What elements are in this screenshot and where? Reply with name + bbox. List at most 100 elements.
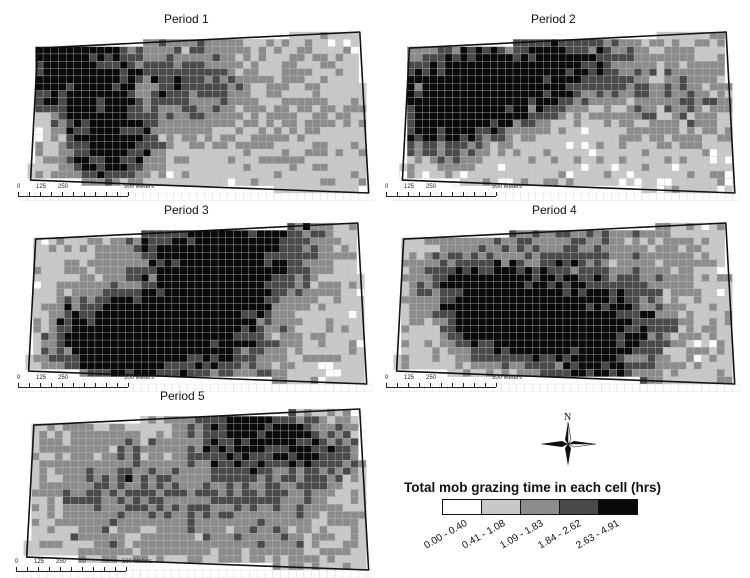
grid-cell bbox=[127, 75, 136, 84]
grid-cell bbox=[50, 75, 59, 84]
grid-cell bbox=[570, 332, 579, 341]
grid-cell bbox=[317, 281, 326, 290]
grid-cell bbox=[87, 354, 96, 363]
grid-cell bbox=[588, 90, 597, 99]
grid-cell bbox=[217, 252, 226, 260]
grid-cell bbox=[257, 430, 266, 439]
grid-cell bbox=[194, 511, 203, 519]
grid-cell bbox=[64, 296, 73, 304]
grid-cell bbox=[173, 134, 182, 142]
grid-cell bbox=[550, 46, 559, 55]
grid-cell bbox=[73, 126, 82, 135]
grid-cell bbox=[578, 230, 587, 238]
grid-cell bbox=[539, 281, 548, 290]
grid-cell bbox=[50, 148, 59, 157]
grid-cell bbox=[459, 75, 468, 84]
grid-cell bbox=[709, 266, 718, 275]
grid-cell bbox=[87, 310, 96, 319]
grid-cell bbox=[416, 281, 425, 290]
grid-cell bbox=[327, 525, 336, 534]
grid-cell bbox=[678, 361, 687, 370]
field-boundary bbox=[25, 408, 370, 571]
grid-cell bbox=[64, 317, 73, 326]
grid-cell bbox=[678, 259, 687, 268]
grid-cell bbox=[647, 259, 656, 268]
grid-cell bbox=[296, 555, 305, 563]
grid-cell bbox=[550, 75, 559, 84]
grid-cell bbox=[258, 39, 267, 47]
grid-cell bbox=[40, 281, 49, 290]
grid-cell bbox=[350, 163, 359, 172]
grid-cell bbox=[62, 547, 71, 556]
grid-cell bbox=[33, 361, 42, 370]
grid-cell bbox=[164, 259, 173, 268]
grid-cell bbox=[694, 134, 703, 142]
grid-cell bbox=[485, 237, 494, 246]
grid-cell bbox=[508, 274, 517, 282]
grid-cell bbox=[79, 361, 88, 370]
grid-cell bbox=[334, 423, 344, 432]
grid-cell bbox=[478, 332, 487, 341]
grid-cell bbox=[686, 112, 695, 120]
grid-cell bbox=[478, 361, 487, 370]
grid-cell bbox=[550, 134, 559, 142]
grid-cell bbox=[532, 354, 541, 363]
grid-cell bbox=[539, 237, 548, 246]
grid-cell bbox=[616, 266, 625, 275]
grid-cell bbox=[125, 347, 134, 355]
grid-cell bbox=[462, 310, 471, 319]
grid-cell bbox=[33, 354, 42, 363]
grid-cell bbox=[593, 361, 602, 370]
grid-cell bbox=[603, 192, 612, 201]
grid-cell bbox=[528, 170, 536, 179]
grid-cell bbox=[662, 383, 671, 392]
grid-cell bbox=[580, 126, 589, 135]
grid-cell bbox=[543, 119, 552, 128]
grid-cell bbox=[233, 416, 242, 424]
grid-cell bbox=[101, 496, 110, 505]
grid-cell bbox=[641, 178, 650, 186]
grid-cell bbox=[271, 244, 280, 253]
grid-cell bbox=[241, 244, 250, 253]
grid-cell bbox=[543, 46, 552, 55]
grid-cell bbox=[119, 75, 128, 84]
scale-bar: 0 125 250 500 Meters bbox=[385, 184, 536, 202]
grid-cell bbox=[272, 489, 281, 497]
grid-cell bbox=[54, 533, 63, 541]
grid-cell bbox=[40, 259, 49, 268]
grid-cell bbox=[611, 112, 620, 120]
grid-cell bbox=[155, 452, 165, 461]
grid-cell bbox=[148, 310, 157, 319]
grid-cell bbox=[327, 569, 336, 578]
grid-cell bbox=[414, 119, 423, 128]
grid-cell bbox=[535, 90, 544, 99]
grid-cell bbox=[327, 68, 336, 77]
grid-cell bbox=[701, 288, 710, 297]
grid-cell bbox=[543, 163, 552, 172]
grid-cell bbox=[217, 361, 226, 370]
grid-cell bbox=[303, 562, 312, 571]
grid-cell bbox=[524, 310, 533, 319]
grid-cell bbox=[639, 361, 648, 370]
grid-cell bbox=[341, 325, 350, 333]
grid-cell bbox=[482, 61, 491, 69]
scale-label: 0 bbox=[17, 184, 21, 190]
grid-cell bbox=[585, 339, 594, 348]
grid-cell bbox=[140, 237, 149, 246]
grid-cell bbox=[202, 423, 211, 432]
grid-cell bbox=[348, 354, 357, 363]
grid-cell bbox=[512, 105, 521, 113]
grid-cell bbox=[558, 90, 567, 99]
grid-cell bbox=[701, 339, 710, 348]
grid-cell bbox=[543, 134, 552, 142]
grid-cell bbox=[716, 369, 725, 377]
grid-cell bbox=[555, 325, 564, 333]
grid-cell bbox=[140, 482, 149, 490]
grid-cell bbox=[133, 310, 142, 319]
grid-cell bbox=[241, 518, 250, 527]
grid-cell bbox=[273, 178, 282, 186]
grid-cell bbox=[163, 540, 172, 549]
grid-cell bbox=[342, 460, 351, 468]
grid-cell bbox=[678, 347, 687, 355]
grid-cell bbox=[148, 525, 157, 534]
